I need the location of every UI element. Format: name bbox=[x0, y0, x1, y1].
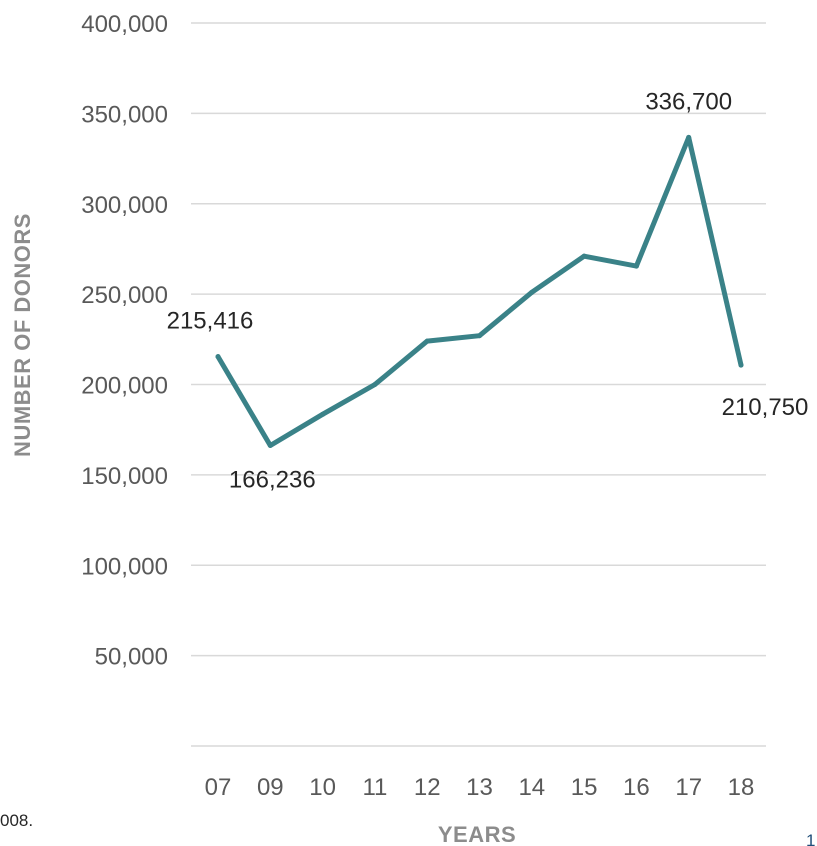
x-tick-label: 12 bbox=[414, 774, 441, 801]
x-tick-label: 11 bbox=[362, 774, 387, 801]
data-label: 336,700 bbox=[645, 88, 732, 115]
x-tick-label: 10 bbox=[309, 774, 336, 801]
y-tick-label: 250,000 bbox=[81, 282, 168, 309]
data-point bbox=[477, 333, 482, 339]
y-axis-ticks: 50,000 100,000 150,000 200,000 250,000 300,00… bbox=[81, 11, 168, 671]
series-line bbox=[215, 134, 744, 448]
footnote: 008. bbox=[0, 811, 33, 830]
x-tick-label: 09 bbox=[257, 774, 284, 801]
x-tick-label: 13 bbox=[466, 774, 493, 801]
x-tick-label: 14 bbox=[518, 774, 545, 801]
x-axis-ticks: 07 09 10 11 12 13 14 15 16 17 18 bbox=[205, 774, 755, 801]
data-point bbox=[581, 253, 587, 259]
data-labels: 215,416 166,236 336,700 210,750 bbox=[167, 88, 809, 493]
data-point bbox=[529, 289, 535, 295]
data-point bbox=[633, 263, 639, 269]
series-group bbox=[215, 134, 744, 449]
data-label: 166,236 bbox=[229, 467, 316, 494]
x-tick-label: 07 bbox=[205, 774, 232, 801]
data-label: 215,416 bbox=[167, 308, 254, 335]
x-axis-title: YEARS bbox=[438, 822, 516, 846]
data-point bbox=[215, 354, 221, 360]
data-point bbox=[372, 382, 378, 387]
x-tick-label: 17 bbox=[675, 774, 702, 801]
gridlines bbox=[191, 22, 766, 747]
y-tick-label: 200,000 bbox=[81, 373, 168, 400]
data-point bbox=[686, 134, 692, 140]
y-axis-title: NUMBER OF DONORS bbox=[10, 213, 35, 457]
data-point bbox=[738, 362, 744, 368]
x-tick-label: 18 bbox=[728, 774, 755, 801]
page-number: 1 bbox=[806, 831, 815, 846]
data-point bbox=[424, 338, 430, 344]
data-point bbox=[267, 443, 273, 449]
y-tick-label: 100,000 bbox=[81, 553, 168, 580]
data-label: 210,750 bbox=[722, 394, 809, 421]
y-tick-label: 50,000 bbox=[95, 644, 168, 671]
y-tick-label: 300,000 bbox=[81, 192, 168, 219]
x-tick-label: 16 bbox=[623, 774, 650, 801]
y-tick-label: 150,000 bbox=[81, 463, 168, 490]
x-tick-label: 15 bbox=[571, 774, 598, 801]
y-tick-label: 400,000 bbox=[81, 11, 168, 38]
y-tick-label: 350,000 bbox=[81, 101, 168, 128]
data-point bbox=[320, 411, 326, 417]
